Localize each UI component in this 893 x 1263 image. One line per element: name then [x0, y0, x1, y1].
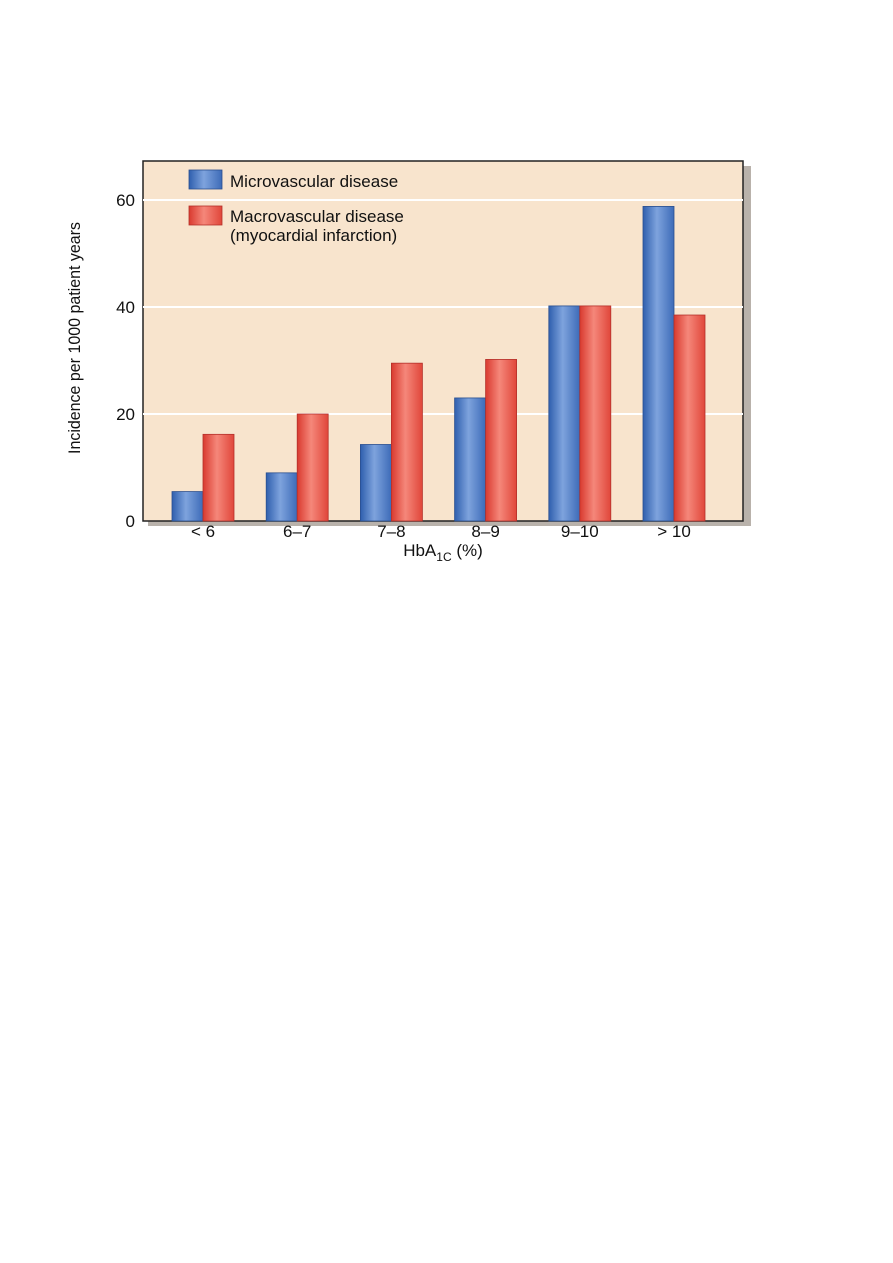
bars — [171, 206, 706, 522]
x-axis-title-main: HbA — [403, 541, 437, 560]
legend-swatch-macrovascular — [188, 205, 223, 226]
bar-chart: 0 20 40 60 < 6 6–7 7–8 8–9 9–10 > 10 Microvascul… — [65, 160, 751, 564]
legend-label-macrovascular-line1: Macrovascular disease — [230, 207, 404, 226]
x-axis-title: HbA1C (%) — [403, 541, 483, 564]
x-tick-label-3: 8–9 — [471, 522, 499, 541]
y-tick-label-20: 20 — [116, 405, 135, 424]
chart-container: 0 20 40 60 < 6 6–7 7–8 8–9 9–10 > 10 Microvascul… — [0, 0, 893, 620]
y-axis-ticks: 0 20 40 60 — [116, 191, 135, 531]
bar-macrovascular-4 — [579, 305, 612, 522]
legend-label-macrovascular-line2: (myocardial infarction) — [230, 226, 397, 245]
y-tick-label-60: 60 — [116, 191, 135, 210]
bar-microvascular-1 — [265, 472, 298, 522]
bar-microvascular-5 — [642, 206, 675, 522]
legend: Microvascular disease Macrovascular dise… — [188, 169, 404, 245]
legend-label-microvascular: Microvascular disease — [230, 172, 398, 191]
bar-macrovascular-1 — [296, 413, 329, 522]
bar-macrovascular-5 — [673, 314, 706, 522]
bar-microvascular-2 — [359, 444, 392, 522]
y-tick-label-40: 40 — [116, 298, 135, 317]
bar-macrovascular-3 — [485, 359, 518, 522]
x-axis-title-unit: (%) — [452, 541, 483, 560]
bar-macrovascular-0 — [202, 433, 235, 522]
bar-macrovascular-2 — [390, 362, 423, 522]
x-tick-label-2: 7–8 — [377, 522, 405, 541]
x-tick-label-5: > 10 — [657, 522, 691, 541]
x-tick-label-0: < 6 — [191, 522, 215, 541]
y-axis-title: Incidence per 1000 patient years — [65, 222, 84, 454]
legend-swatch-microvascular — [188, 169, 223, 190]
x-tick-label-4: 9–10 — [561, 522, 599, 541]
x-tick-label-1: 6–7 — [283, 522, 311, 541]
bar-microvascular-3 — [454, 397, 487, 522]
bar-microvascular-0 — [171, 491, 204, 522]
x-axis-ticks: < 6 6–7 7–8 8–9 9–10 > 10 — [191, 522, 691, 541]
y-tick-label-0: 0 — [126, 512, 135, 531]
bar-microvascular-4 — [548, 305, 581, 522]
x-axis-title-subscript: 1C — [436, 550, 452, 564]
